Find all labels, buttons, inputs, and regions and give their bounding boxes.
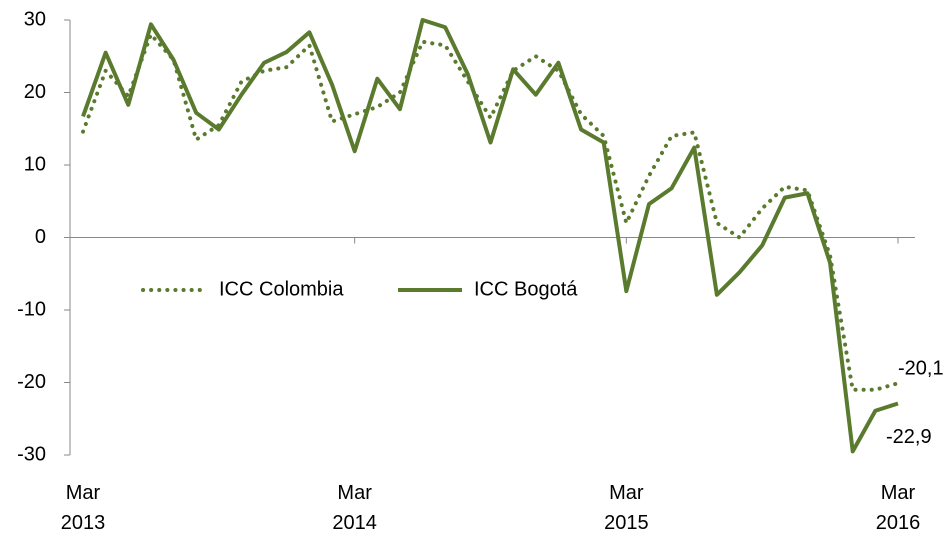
value-label: -20,1 (898, 358, 944, 380)
x-tick-label: Mar 2016 (875, 482, 921, 533)
y-tick-label: -10 (17, 298, 46, 320)
y-tick-label: -30 (17, 443, 46, 465)
y-tick-label: -20 (17, 371, 46, 393)
y-tick-label: 30 (24, 8, 46, 30)
y-tick-label: 20 (24, 81, 46, 103)
series-line (81, 30, 900, 392)
series-line (81, 18, 899, 454)
value-label: -22,9 (886, 426, 932, 448)
x-tick-label: Mar 2013 (60, 482, 106, 533)
y-tick-label: 0 (35, 226, 46, 248)
x-tick-label: Mar 2014 (332, 482, 377, 533)
y-tick-label: 10 (24, 153, 46, 175)
x-tick-label: Mar 2015 (604, 482, 649, 533)
legend-label: ICC Bogotá (474, 278, 578, 300)
legend-label: ICC Colombia (219, 278, 344, 300)
